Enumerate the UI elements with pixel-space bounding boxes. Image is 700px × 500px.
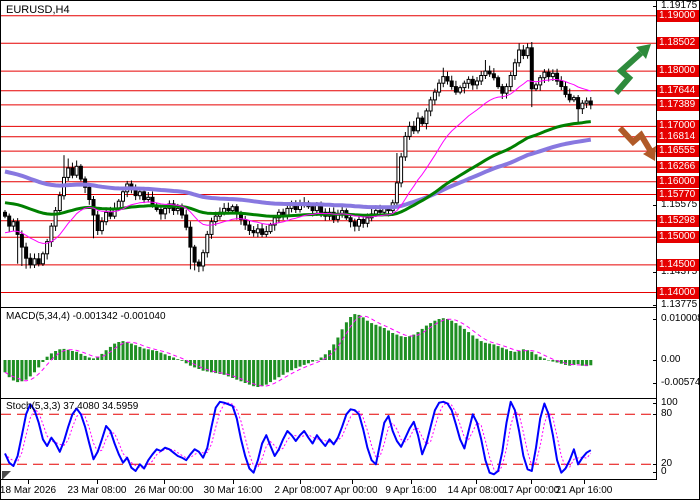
price-level-badge: 1.16555 [657, 145, 699, 157]
price-level-badge: 1.16266 [657, 161, 699, 173]
ma-mid[interactable] [4, 120, 591, 218]
price-tick-label: 1.14375 [661, 266, 698, 277]
price-level-badge: 1.15770 [657, 189, 699, 201]
time-tick-mark [476, 480, 477, 484]
price-level-badge: 1.19000 [657, 10, 699, 22]
price-tick-mark [653, 6, 657, 7]
price-level-badge: 1.14500 [657, 259, 699, 271]
time-tick-label: 9 Apr 16:00 [385, 485, 437, 496]
stoch-axis-label: 80 [661, 408, 673, 419]
time-tick-label: 30 Mar 16:00 [203, 485, 263, 496]
time-tick-label: 7 Apr 00:00 [326, 485, 378, 496]
scroll-marker-icon [2, 471, 11, 480]
price-level-badge: 1.14000 [657, 287, 699, 299]
macd-axis-label: -0.00574 [661, 377, 700, 388]
time-tick-label: 26 Mar 00:00 [134, 485, 194, 496]
panel-separator[interactable] [1, 307, 657, 308]
price-level-badge: 1.16814 [657, 131, 699, 143]
price-axis-border [656, 1, 657, 479]
price-tick-mark [653, 305, 657, 306]
macd-tick-mark [653, 360, 657, 361]
time-tick-mark [531, 480, 532, 484]
time-tick-mark [233, 480, 234, 484]
time-tick-mark [164, 480, 165, 484]
time-tick-label: 23 Mar 08:00 [67, 485, 127, 496]
time-tick-mark [352, 480, 353, 484]
price-level-badge: 1.15298 [657, 215, 699, 227]
time-tick-mark [28, 480, 29, 484]
time-tick-mark [411, 480, 412, 484]
price-level-badge: 1.17644 [657, 85, 699, 97]
time-tick-mark [300, 480, 301, 484]
time-tick-mark [584, 480, 585, 484]
macd-canvas[interactable] [1, 309, 656, 398]
price-level-badge: 1.18000 [657, 65, 699, 77]
time-tick-label: 21 Apr 16:00 [555, 485, 613, 496]
current-price-badge: 1.17389 [657, 99, 699, 111]
stoch-tick-mark [653, 414, 657, 415]
panel-separator [1, 479, 657, 480]
panel-separator[interactable] [1, 398, 657, 399]
macd-tick-mark [653, 319, 657, 320]
time-tick-label: 14 Apr 08:00 [447, 485, 505, 496]
price-level-badge: 1.15000 [657, 231, 699, 243]
ma-slow[interactable] [4, 137, 592, 210]
price-tick-label: 1.13775 [661, 299, 698, 310]
macd-label: MACD(5,34,4) -0.001342 -0.001040 [6, 311, 166, 322]
stoch-label: Stoch(5,3,3) 37.4080 34.5959 [6, 401, 139, 412]
bearish-zigzag-arrow[interactable] [617, 125, 656, 161]
macd-axis-label: 0.00 [661, 354, 681, 365]
time-tick-label: 18 Mar 2026 [0, 485, 57, 496]
time-tick-label: 17 Apr 00:00 [502, 485, 560, 496]
stoch-axis-label: 20 [661, 458, 673, 469]
macd-tick-mark [653, 383, 657, 384]
ma-fast[interactable] [4, 78, 591, 244]
price-tick-mark [653, 205, 657, 206]
time-tick-mark [97, 480, 98, 484]
price-tick-mark [653, 272, 657, 273]
stoch-axis-label: 100 [661, 397, 678, 408]
main-chart-canvas[interactable] [1, 1, 656, 308]
stoch-canvas[interactable] [1, 400, 656, 479]
bullish-zigzag-arrow[interactable] [613, 44, 651, 95]
stoch-tick-mark [653, 464, 657, 465]
time-tick-label: 2 Apr 08:00 [274, 485, 326, 496]
stoch-axis-label: 0 [661, 466, 667, 477]
price-tick-label: 1.19175 [661, 0, 698, 11]
price-level-badge: 1.17000 [657, 120, 699, 132]
price-level-badge: 1.18502 [657, 37, 699, 49]
stoch-tick-mark [653, 403, 657, 404]
price-tick-label: 1.15575 [661, 199, 698, 210]
price-level-badge: 1.16000 [657, 176, 699, 188]
symbol-title: EURUSD,H4 [6, 4, 70, 16]
stoch-tick-mark [653, 472, 657, 473]
macd-axis-label: 0.010008 [661, 313, 700, 324]
